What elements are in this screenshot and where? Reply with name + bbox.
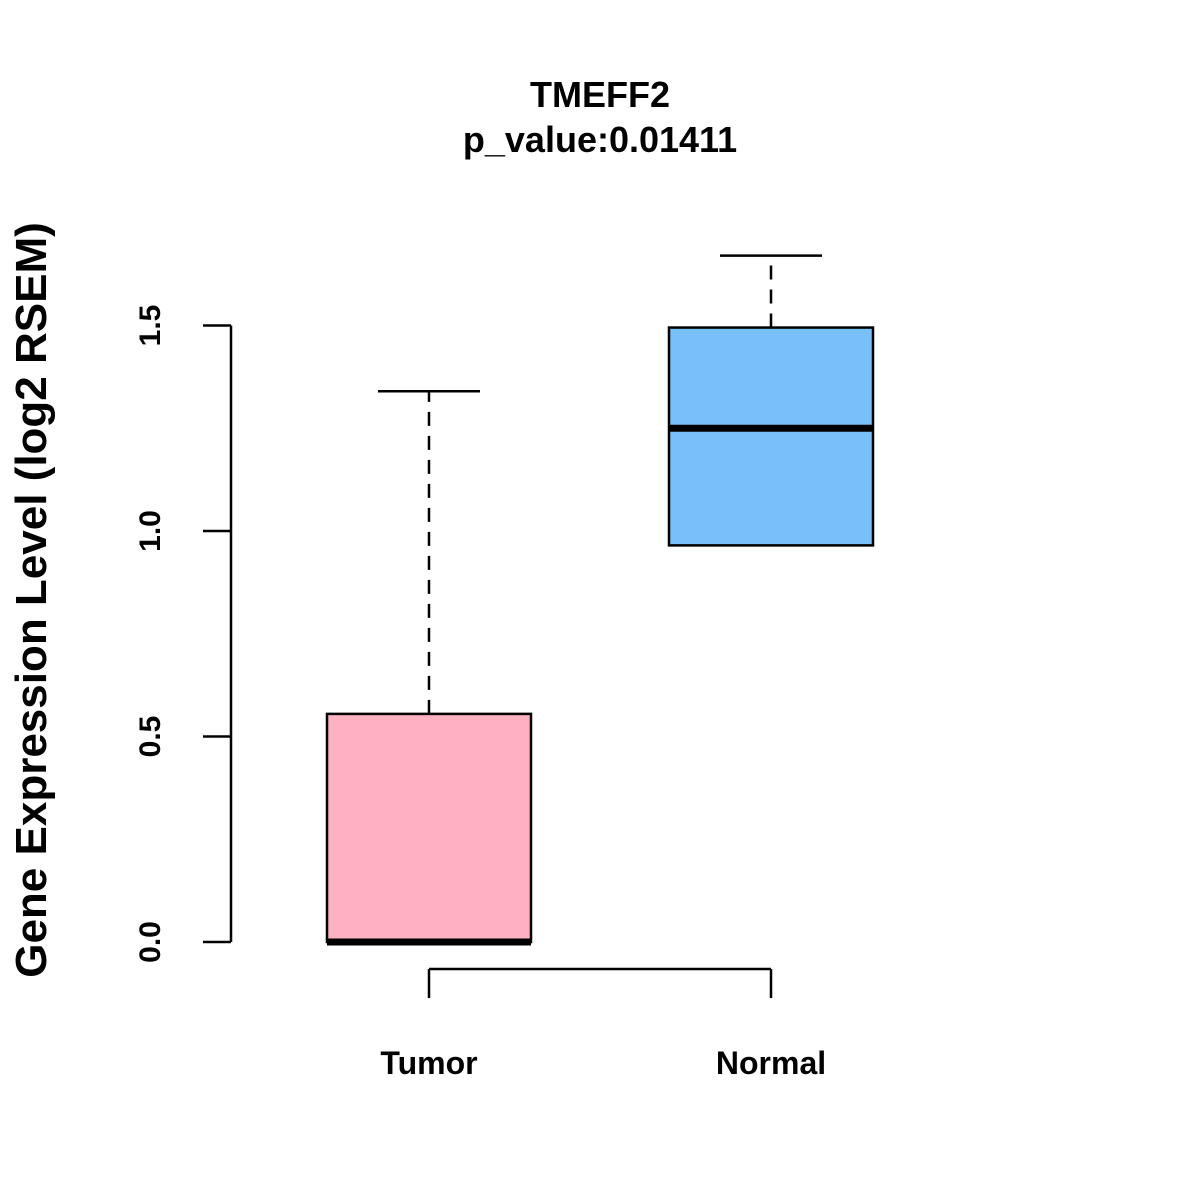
- box-normal: [667, 254, 875, 547]
- chart-subtitle: p_value:0.01411: [463, 119, 737, 160]
- y-axis-ticks: 0.0 0.5 1.0 1.5: [134, 305, 231, 963]
- x-tick-label-normal: Normal: [716, 1045, 826, 1081]
- chart-title: TMEFF2: [530, 74, 670, 115]
- x-tick-label-tumor: Tumor: [380, 1045, 477, 1081]
- box-body: [667, 326, 875, 547]
- y-tick-label: 0.5: [134, 716, 167, 758]
- y-tick-label: 0.0: [134, 921, 167, 963]
- y-axis-label: Gene Expression Level (log2 RSEM): [7, 222, 56, 978]
- y-tick-label: 1.5: [134, 305, 167, 347]
- box-group: [325, 254, 875, 946]
- x-axis: Tumor Normal: [380, 967, 826, 1081]
- y-tick-label: 1.0: [134, 510, 167, 552]
- box-tumor: [325, 390, 533, 946]
- box-body: [325, 712, 533, 944]
